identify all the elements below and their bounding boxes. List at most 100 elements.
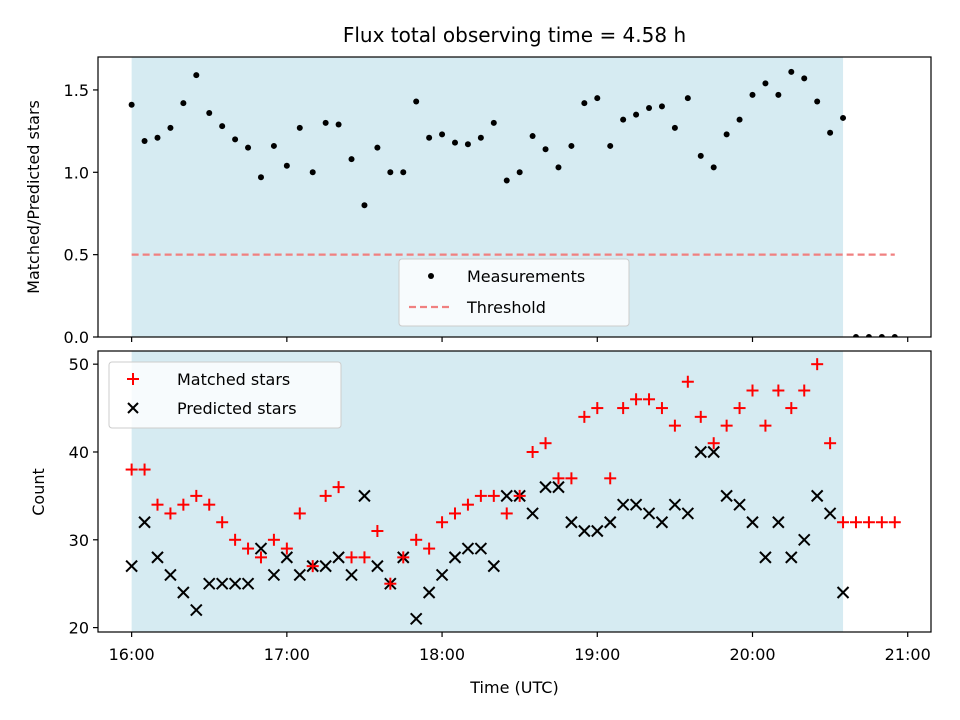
- ratio-legend: Measurements Threshold: [398, 258, 630, 327]
- predicted-star-point: [591, 524, 604, 538]
- measurement-point: [684, 95, 691, 102]
- matched-star-point: [617, 402, 630, 415]
- matched-star-point: [216, 516, 229, 529]
- measurement-point: [232, 136, 239, 143]
- measurement-point: [322, 119, 329, 126]
- matched-star-point: [655, 402, 668, 415]
- matched-star-point: [578, 410, 591, 423]
- matched-star-point: [449, 507, 461, 520]
- predicted-star-point: [448, 551, 462, 564]
- count-y-axis-label: Count: [29, 468, 48, 516]
- predicted-star-point: [345, 568, 358, 582]
- predicted-star-point: [487, 559, 501, 573]
- measurement-point: [633, 111, 640, 118]
- matched-star-point: [423, 542, 436, 555]
- legend-matched-marker: [127, 373, 139, 385]
- predicted-star-point: [772, 516, 785, 529]
- predicted-star-point: [500, 489, 513, 503]
- measurement-point: [439, 131, 446, 138]
- measurement-point: [154, 134, 161, 141]
- measurement-point: [426, 134, 433, 141]
- matched-star-point: [371, 525, 384, 538]
- measurement-point: [387, 169, 394, 176]
- measurement-point: [180, 100, 187, 107]
- matched-star-point: [552, 472, 565, 485]
- predicted-star-point: [552, 480, 565, 494]
- measurement-point: [568, 142, 575, 149]
- measurement-point: [671, 124, 678, 131]
- predicted-star-point: [435, 568, 449, 582]
- predicted-star-point: [565, 516, 578, 529]
- count-x-tick-label: 19:00: [574, 645, 620, 664]
- matched-star-point: [164, 507, 177, 520]
- measurement-point: [814, 98, 821, 105]
- matched-star-point: [203, 498, 216, 511]
- count-x-tick-label: 20:00: [729, 645, 775, 664]
- ratio-plot-frame: [97, 56, 932, 338]
- matched-star-point: [849, 516, 862, 529]
- count-x-tick-label: 16:00: [109, 645, 155, 664]
- predicted-star-point: [422, 586, 436, 599]
- measurement-point: [749, 91, 756, 98]
- matched-star-point: [461, 498, 474, 511]
- measurement-point: [840, 114, 847, 121]
- matched-star-point: [229, 533, 242, 546]
- predicted-star-point: [733, 498, 746, 511]
- predicted-star-point: [280, 551, 294, 564]
- measurement-point: [206, 110, 213, 116]
- ratio-y-tick-label: 1.5: [64, 81, 89, 100]
- measurement-point: [762, 80, 769, 87]
- predicted-star-point: [138, 516, 151, 529]
- predicted-star-point: [642, 507, 656, 520]
- measurement-point: [464, 141, 471, 148]
- predicted-star-point: [810, 489, 824, 503]
- predicted-star-point: [655, 516, 669, 529]
- legend-threshold-label: Threshold: [466, 298, 546, 317]
- predicted-star-point: [823, 507, 837, 520]
- measurement-point: [516, 169, 523, 176]
- measurement-point: [400, 169, 407, 176]
- predicted-star-point: [836, 586, 850, 599]
- predicted-star-point: [190, 603, 203, 617]
- matched-star-point: [500, 507, 513, 520]
- predicted-star-point: [215, 577, 229, 590]
- matched-star-point: [526, 445, 539, 458]
- count-y-tick-label: 30: [69, 531, 89, 550]
- predicted-star-point: [371, 559, 384, 573]
- matched-star-point: [772, 384, 785, 397]
- predicted-star-point: [785, 551, 798, 564]
- legend-matched-label: Matched stars: [177, 370, 290, 389]
- matched-star-point: [681, 375, 694, 388]
- predicted-star-point: [254, 542, 268, 555]
- measurement-point: [852, 334, 859, 337]
- measurement-point: [775, 91, 782, 98]
- measurement-point: [452, 139, 458, 146]
- matched-star-point: [138, 463, 151, 476]
- matched-star-point: [733, 402, 746, 415]
- count-x-tick-label: 17:00: [264, 645, 310, 664]
- matched-star-point: [513, 489, 526, 502]
- measurement-point: [193, 72, 200, 79]
- measurement-point: [827, 129, 834, 136]
- predicted-star-point: [358, 489, 371, 503]
- count-plot-frame: [97, 350, 932, 633]
- predicted-star-point: [578, 524, 591, 538]
- matched-star-point: [707, 437, 720, 450]
- measurement-point: [594, 95, 601, 102]
- matched-star-point: [345, 551, 358, 564]
- matched-star-point: [487, 489, 500, 502]
- measurement-point: [542, 146, 549, 153]
- predicted-star-point: [720, 489, 733, 503]
- matched-star-point: [824, 437, 837, 450]
- predicted-star-point: [267, 568, 281, 582]
- predicted-star-point: [332, 551, 345, 564]
- measurement-point: [490, 119, 497, 126]
- matched-star-point: [474, 489, 487, 502]
- measurement-point: [801, 75, 808, 82]
- measurement-point: [270, 142, 277, 149]
- measurement-point: [620, 116, 627, 123]
- measurement-point: [219, 123, 226, 130]
- measurement-point: [529, 133, 536, 140]
